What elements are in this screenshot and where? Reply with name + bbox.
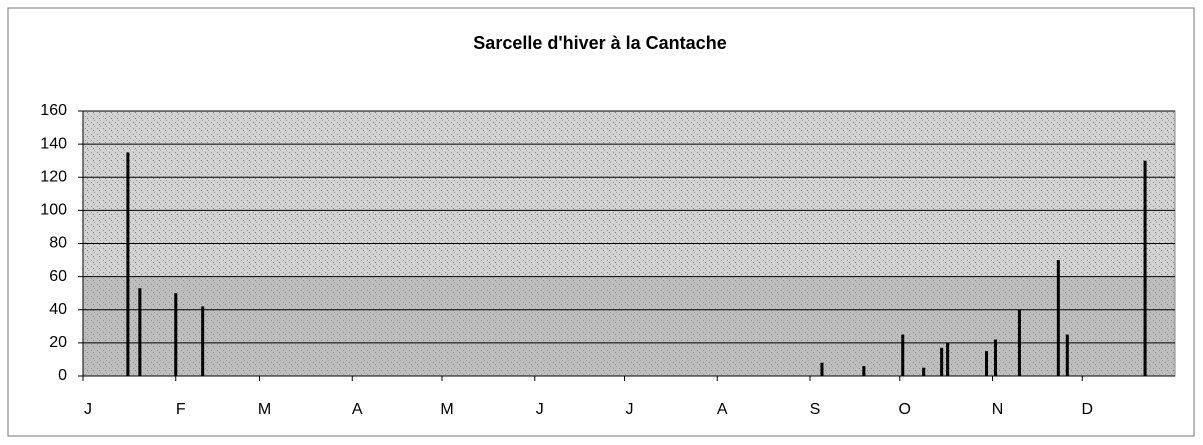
bar [862, 366, 866, 376]
bar [901, 334, 905, 376]
x-tick-label: N [992, 401, 1004, 418]
bar [174, 293, 178, 376]
bar [820, 362, 824, 376]
bar [1065, 334, 1069, 376]
x-tick-label: A [352, 401, 363, 418]
x-tick-label: J [536, 401, 544, 418]
x-tick-label: D [1081, 401, 1093, 418]
y-tick-label: 100 [40, 202, 67, 219]
x-tick-label: F [176, 401, 186, 418]
bar [1056, 260, 1060, 376]
y-tick-label: 20 [49, 334, 67, 351]
x-tick-label: A [717, 401, 728, 418]
chart-title: Sarcelle d'hiver à la Cantache [473, 33, 726, 53]
x-tick-label: J [84, 401, 92, 418]
bar [126, 152, 130, 376]
y-tick-label: 140 [40, 135, 67, 152]
x-tick-label: S [810, 401, 821, 418]
bar [946, 342, 950, 376]
x-tick-label: M [258, 401, 271, 418]
x-tick-label: J [626, 401, 634, 418]
y-tick-label: 60 [49, 268, 67, 285]
y-tick-label: 160 [40, 102, 67, 119]
bar [138, 288, 142, 376]
bar [922, 367, 926, 376]
bar [1017, 309, 1021, 376]
x-tick-label: O [899, 401, 911, 418]
y-tick-label: 0 [58, 367, 67, 384]
y-tick-label: 120 [40, 168, 67, 185]
bar [993, 339, 997, 376]
bar [201, 306, 205, 376]
y-tick-label: 80 [49, 235, 67, 252]
y-tick-label: 40 [49, 301, 67, 318]
bar [1143, 160, 1147, 376]
plot-shade [83, 276, 1175, 376]
x-tick-label: M [440, 401, 453, 418]
bar [940, 347, 944, 376]
bar [985, 351, 989, 376]
